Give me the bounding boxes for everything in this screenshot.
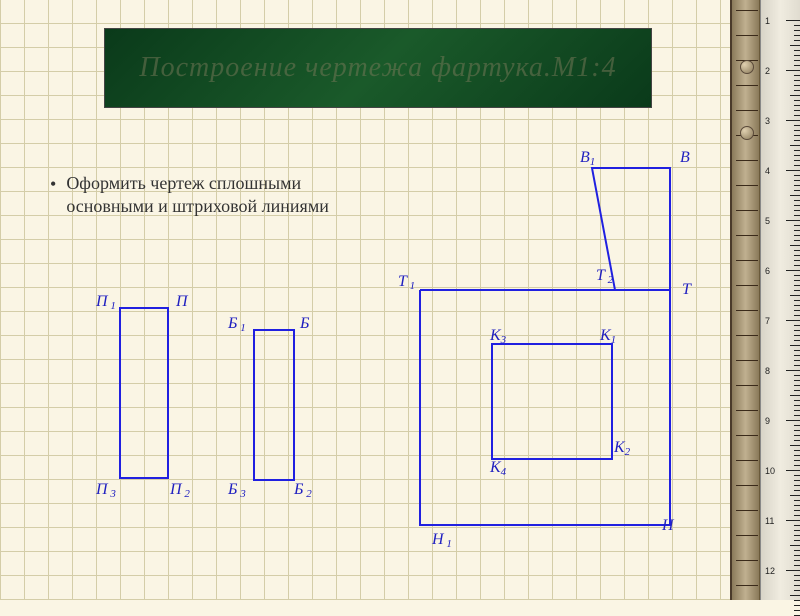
point-label: П 1 (95, 293, 116, 312)
point-label: Б 3 (227, 481, 246, 500)
point-label: В (680, 149, 690, 166)
point-label: П 3 (95, 481, 116, 500)
point-label: В1 (580, 149, 595, 168)
point-label: Б (299, 315, 310, 332)
wooden-ruler (730, 0, 760, 600)
point-label: Б 1 (227, 315, 246, 334)
point-label: Б 2 (293, 481, 312, 500)
point-label: К2 (613, 439, 631, 458)
point-label: Н (661, 517, 675, 534)
point-label: Т 1 (398, 273, 415, 292)
point-label: К4 (489, 459, 507, 478)
point-label: К3 (489, 327, 507, 346)
ruler-area: 123456789101112 (730, 0, 800, 600)
point-label: Н 1 (431, 531, 452, 550)
technical-diagram: В1ВТ 1Т 2ТК3К1К4К2Н 1НП 1ПП 3П 2Б 1ББ 3Б… (0, 0, 730, 600)
point-label: П 2 (169, 481, 190, 500)
point-label: П (175, 293, 189, 310)
measuring-ruler: 123456789101112 (760, 0, 800, 600)
point-label: Т (682, 281, 692, 298)
point-label: К1 (599, 327, 616, 346)
